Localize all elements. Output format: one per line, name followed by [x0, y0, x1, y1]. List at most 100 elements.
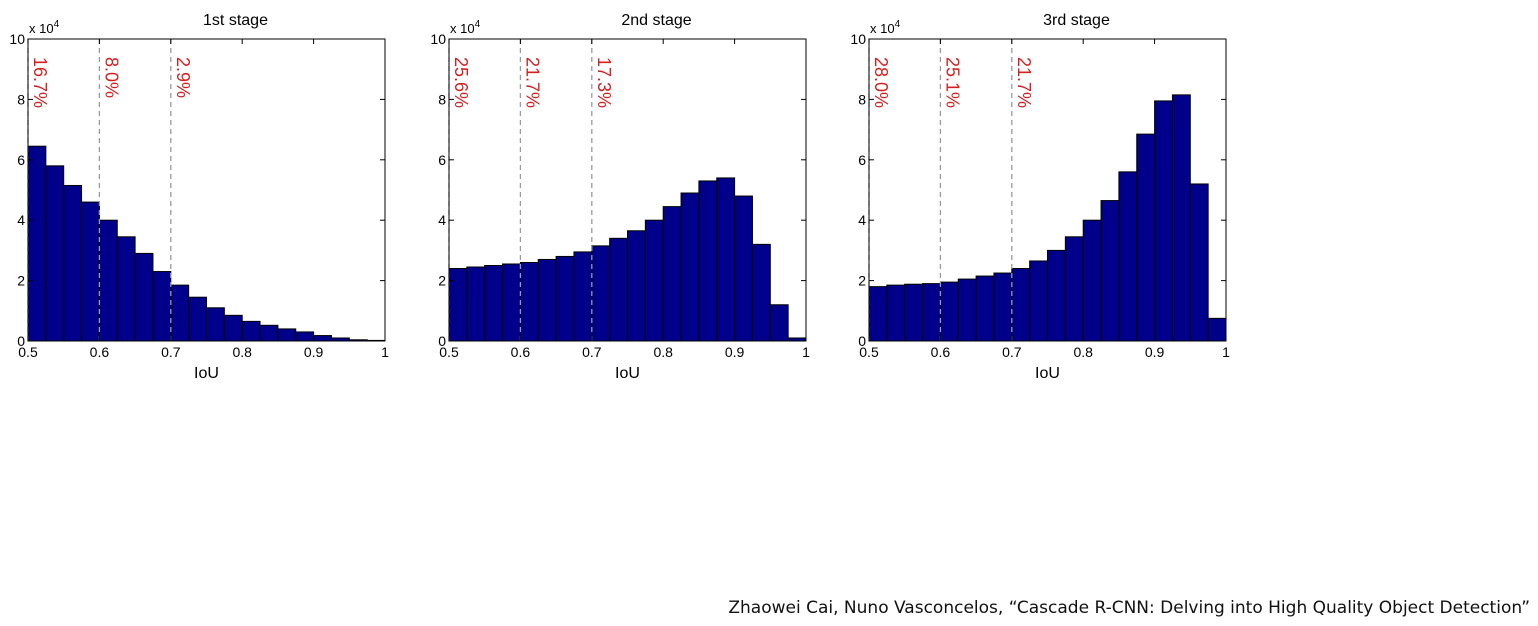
- chart-2-bar-3: [484, 265, 504, 342]
- chart-1-bar-8: [152, 271, 172, 342]
- chart-1-bar-13: [241, 320, 261, 342]
- chart-2-axes-frame: [448, 38, 807, 342]
- chart-3-xlabel: IoU: [1035, 365, 1060, 382]
- chart-2-xtick-label-6: 1: [802, 344, 810, 360]
- citation: Zhaowei Cai, Nuno Vasconcelos, “Cascade …: [728, 598, 1530, 618]
- chart-2-bar-19: [769, 304, 789, 342]
- chart-3-threshold-label-2: 25.1%: [942, 57, 962, 108]
- chart-2-xlabel: IoU: [615, 365, 640, 382]
- chart-3-xtick-label-6: 1: [1222, 344, 1230, 360]
- chart-3-threshold-label-1: 28.0%: [871, 57, 891, 108]
- chart-1-ytick-label-4: 6: [17, 152, 25, 168]
- chart-2-ytick-label-1: 0: [438, 333, 446, 349]
- chart-2: 25.6% 21.7% 17.3%0.5 0.6 0.7 0.8 0.9 10246810x …: [430, 12, 810, 382]
- chart-1-ytick-label-2: 2: [17, 273, 25, 289]
- chart-3: 28.0% 25.1% 21.7%0.5 0.6 0.7 0.8 0.9 10246810x …: [850, 12, 1230, 382]
- chart-3-bar-7: [975, 275, 995, 342]
- chart-3-ytick-label-3: 4: [858, 212, 866, 228]
- chart-1-bar-3: [63, 184, 83, 342]
- chart-2-bar-18: [751, 243, 771, 342]
- chart-1-ytick-label-6: 10: [9, 31, 25, 47]
- chart-1-bar-15: [277, 328, 297, 342]
- chart-2-y-multiplier-exp: 4: [475, 19, 481, 30]
- chart-3-bar-18: [1171, 94, 1191, 342]
- chart-2-threshold-label-2: 21.7%: [522, 57, 542, 108]
- chart-3-bar-13: [1082, 219, 1102, 342]
- chart-3-xtick-label-5: 0.9: [1145, 344, 1165, 360]
- chart-2-bar-8: [573, 251, 593, 342]
- chart-2-bar-16: [716, 177, 736, 342]
- chart-2-bar-5: [519, 261, 539, 342]
- chart-1-threshold-label-1: 16.7%: [30, 57, 50, 108]
- chart-1-ytick-label-5: 8: [17, 91, 25, 107]
- chart-3-bar-2: [886, 284, 906, 342]
- chart-2-ytick-label-4: 6: [438, 152, 446, 168]
- chart-1-bar-1: [27, 145, 47, 342]
- chart-1-ytick-label-1: 0: [17, 333, 25, 349]
- chart-2-xtick-label-3: 0.7: [582, 344, 602, 360]
- chart-2-xtick-label-4: 0.8: [653, 344, 673, 360]
- chart-3-bar-10: [1029, 260, 1049, 342]
- chart-3-bar-4: [922, 283, 941, 342]
- chart-3-bar-12: [1064, 236, 1084, 342]
- chart-2-bar-9: [591, 245, 611, 342]
- chart-1-bar-17: [313, 335, 332, 342]
- chart-3-bar-11: [1047, 249, 1066, 342]
- chart-2-xtick-label-5: 0.9: [725, 344, 745, 360]
- chart-3-axes-frame: [868, 38, 1227, 342]
- chart-2-ytick-label-5: 8: [438, 91, 446, 107]
- chart-1-bar-9: [170, 284, 190, 342]
- chart-1-ytick-label-3: 4: [17, 212, 25, 228]
- chart-2-threshold-label-1: 25.6%: [451, 57, 471, 108]
- chart-3-ytick-label-5: 8: [858, 91, 866, 107]
- chart-3-ytick-label-1: 0: [858, 333, 866, 349]
- chart-1-xtick-label-3: 0.7: [161, 344, 181, 360]
- chart-3-bar-3: [904, 283, 924, 342]
- chart-3-bar-6: [957, 278, 977, 342]
- chart-1-xtick-label-6: 1: [381, 344, 389, 360]
- chart-2-ytick-label-6: 10: [430, 31, 446, 47]
- chart-2-bar-17: [734, 195, 753, 342]
- chart-3-bar-17: [1154, 100, 1173, 342]
- chart-3-bar-15: [1118, 171, 1138, 342]
- chart-2-xtick-label-1: 0.5: [439, 344, 459, 360]
- chart-1-axes-frame: [27, 38, 386, 342]
- chart-1-y-multiplier-exp: 4: [54, 19, 60, 30]
- chart-3-bar-9: [1011, 268, 1031, 342]
- chart-3-bar-1: [868, 286, 888, 342]
- chart-3-y-multiplier-exp: 4: [895, 19, 901, 30]
- chart-2-xtick-label-2: 0.6: [511, 344, 531, 360]
- chart-3-xtick-label-2: 0.6: [931, 344, 951, 360]
- chart-1-bar-12: [223, 314, 243, 342]
- chart-2-ytick-label-2: 2: [438, 273, 446, 289]
- chart-1-bar-7: [134, 252, 154, 342]
- chart-3-bar-16: [1136, 133, 1156, 342]
- chart-1-xlabel: IoU: [194, 365, 219, 382]
- chart-1-xtick-label-2: 0.6: [90, 344, 110, 360]
- chart-2-bar-10: [609, 237, 629, 342]
- chart-3-title: 3rd stage: [1043, 12, 1110, 29]
- chart-3-xtick-label-4: 0.8: [1073, 344, 1093, 360]
- chart-1-xtick-label-5: 0.9: [304, 344, 324, 360]
- chart-1-title: 1st stage: [203, 12, 268, 29]
- chart-2-bar-14: [680, 192, 700, 342]
- chart-3-xtick-label-1: 0.5: [859, 344, 879, 360]
- chart-3-bar-8: [993, 272, 1013, 342]
- chart-3-ytick-label-2: 2: [858, 273, 866, 289]
- chart-2-bar-4: [502, 263, 521, 342]
- chart-1-xtick-label-4: 0.8: [232, 344, 252, 360]
- chart-1-threshold-label-2: 8.0%: [101, 57, 121, 98]
- chart-1-bar-11: [206, 307, 225, 342]
- chart-2-bar-13: [662, 206, 682, 342]
- chart-1-bar-10: [188, 296, 207, 342]
- chart-2-bar-6: [537, 258, 557, 342]
- chart-1-bar-2: [45, 165, 65, 342]
- chart-1-bar-16: [295, 331, 315, 342]
- chart-2-bar-1: [448, 268, 468, 342]
- histogram-panels: 16.7% 8.0% 2.9% 0.5 0.6 0.7 0.8 0.9 1 0 2 4 6 8 10 x 10…: [9, 12, 1230, 382]
- chart-1-bar-4: [81, 201, 100, 342]
- chart-3-y-multiplier: x 104: [870, 19, 901, 36]
- chart-3-bar-5: [939, 281, 959, 342]
